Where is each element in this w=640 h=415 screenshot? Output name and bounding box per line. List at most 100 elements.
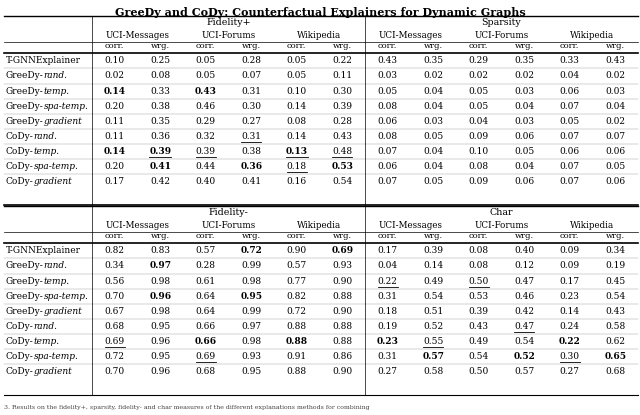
Text: 0.42: 0.42 [150,177,170,186]
Text: 0.06: 0.06 [560,87,580,95]
Text: 0.05: 0.05 [605,162,625,171]
Text: 0.72: 0.72 [287,307,307,316]
Text: 0.50: 0.50 [468,276,489,286]
Text: 0.66: 0.66 [196,322,216,331]
Text: 0.57: 0.57 [287,261,307,271]
Text: 0.03: 0.03 [605,87,625,95]
Text: Char: Char [490,208,513,217]
Text: 0.22: 0.22 [378,276,397,286]
Text: GreeDy-: GreeDy- [6,276,44,286]
Text: 0.82: 0.82 [105,247,125,255]
Text: 0.50: 0.50 [468,367,489,376]
Text: 0.06: 0.06 [605,147,625,156]
Text: 0.35: 0.35 [423,56,444,65]
Text: corr.: corr. [560,42,579,50]
Text: spa-temp.: spa-temp. [34,352,79,361]
Text: 0.58: 0.58 [605,322,625,331]
Text: 0.29: 0.29 [196,117,216,126]
Text: 0.53: 0.53 [468,292,489,301]
Text: 0.39: 0.39 [468,307,489,316]
Text: 0.05: 0.05 [468,87,489,95]
Text: 0.57: 0.57 [196,247,216,255]
Text: 0.93: 0.93 [241,352,261,361]
Text: 0.30: 0.30 [241,102,261,111]
Text: 0.04: 0.04 [423,87,444,95]
Text: 0.06: 0.06 [378,162,398,171]
Text: 0.27: 0.27 [378,367,397,376]
Text: 0.32: 0.32 [196,132,216,141]
Text: 0.14: 0.14 [560,307,580,316]
Text: 0.20: 0.20 [105,102,125,111]
Text: 0.06: 0.06 [560,147,580,156]
Text: 0.54: 0.54 [332,177,353,186]
Text: 0.43: 0.43 [468,322,489,331]
Text: 0.88: 0.88 [287,322,307,331]
Text: CoDy-: CoDy- [6,132,34,141]
Text: 0.27: 0.27 [560,367,580,376]
Text: 0.43: 0.43 [378,56,397,65]
Text: 0.69: 0.69 [196,352,216,361]
Text: 0.08: 0.08 [468,162,489,171]
Text: 0.53: 0.53 [332,162,353,171]
Text: 0.57: 0.57 [422,352,444,361]
Text: wrg.: wrg. [150,42,170,50]
Text: 0.88: 0.88 [332,292,352,301]
Text: 0.34: 0.34 [605,247,625,255]
Text: 0.98: 0.98 [241,337,261,346]
Text: 0.28: 0.28 [332,117,352,126]
Text: wrg.: wrg. [605,42,625,50]
Text: 0.06: 0.06 [378,117,398,126]
Text: 0.67: 0.67 [105,307,125,316]
Text: GreeDy-: GreeDy- [6,102,44,111]
Text: 0.66: 0.66 [195,337,217,346]
Text: 0.39: 0.39 [149,147,172,156]
Text: UCI-Forums: UCI-Forums [202,221,255,230]
Text: 0.62: 0.62 [605,337,625,346]
Text: wrg.: wrg. [242,42,261,50]
Text: 0.06: 0.06 [514,177,534,186]
Text: 0.41: 0.41 [241,177,261,186]
Text: UCI-Messages: UCI-Messages [378,31,442,40]
Text: corr.: corr. [469,232,488,240]
Text: 0.05: 0.05 [514,147,534,156]
Text: 0.05: 0.05 [378,87,398,95]
Text: wrg.: wrg. [605,232,625,240]
Text: 3. Results on the fidelity+, sparsity, fidelity- and char measures of the differ: 3. Results on the fidelity+, sparsity, f… [4,405,370,410]
Text: 0.07: 0.07 [560,177,580,186]
Text: Wikipedia: Wikipedia [298,31,342,40]
Text: 0.95: 0.95 [241,367,261,376]
Text: GreeDy-: GreeDy- [6,87,44,95]
Text: 0.95: 0.95 [150,352,170,361]
Text: 0.02: 0.02 [605,117,625,126]
Text: 0.68: 0.68 [105,322,125,331]
Text: 0.43: 0.43 [605,307,625,316]
Text: 0.61: 0.61 [196,276,216,286]
Text: temp.: temp. [34,337,60,346]
Text: 0.98: 0.98 [241,276,261,286]
Text: 0.98: 0.98 [150,307,170,316]
Text: 0.68: 0.68 [196,367,216,376]
Text: 0.96: 0.96 [149,292,172,301]
Text: 0.41: 0.41 [149,162,172,171]
Text: 0.14: 0.14 [104,87,125,95]
Text: wrg.: wrg. [150,232,170,240]
Text: 0.03: 0.03 [423,117,444,126]
Text: CoDy-: CoDy- [6,322,34,331]
Text: 0.54: 0.54 [605,292,625,301]
Text: 0.04: 0.04 [468,117,489,126]
Text: 0.08: 0.08 [468,247,489,255]
Text: gradient: gradient [44,117,83,126]
Text: UCI-Messages: UCI-Messages [106,31,170,40]
Text: rand.: rand. [44,261,68,271]
Text: 0.99: 0.99 [241,261,261,271]
Text: wrg.: wrg. [515,232,534,240]
Text: 0.19: 0.19 [378,322,398,331]
Text: corr.: corr. [105,42,124,50]
Text: 0.49: 0.49 [468,337,489,346]
Text: 0.14: 0.14 [104,147,125,156]
Text: 0.19: 0.19 [605,261,625,271]
Text: gradient: gradient [34,367,72,376]
Text: 0.10: 0.10 [468,147,489,156]
Text: 0.88: 0.88 [287,367,307,376]
Text: wrg.: wrg. [242,232,261,240]
